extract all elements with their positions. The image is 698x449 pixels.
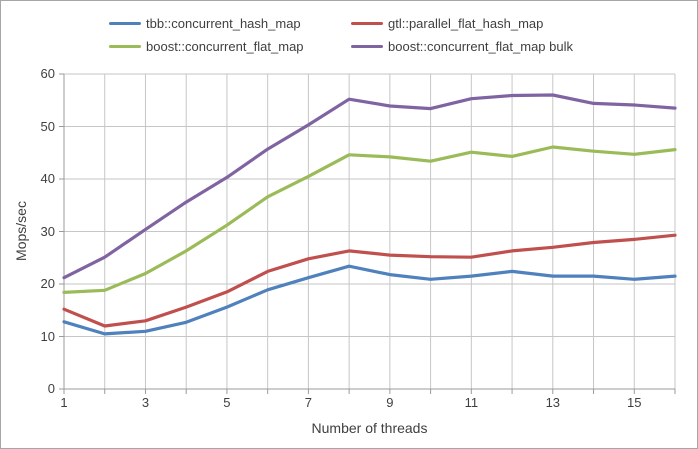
x-tick-label: 9 [386, 395, 394, 410]
x-axis-title: Number of threads [311, 420, 428, 436]
y-tick-label: 60 [40, 66, 55, 81]
x-tick-label: 3 [141, 395, 150, 410]
x-tick-label: 5 [223, 395, 231, 410]
legend-label: boost::concurrent_flat_map [146, 38, 304, 54]
x-tick-label: 7 [304, 395, 312, 410]
legend-line-swatch-icon [109, 21, 141, 25]
legend-label: boost::concurrent_flat_map bulk [388, 38, 573, 54]
legend-item: tbb::concurrent_hash_map [109, 14, 301, 32]
y-tick-label: 30 [40, 223, 55, 239]
legend-item: boost::concurrent_flat_map bulk [351, 37, 573, 55]
x-tick-label: 1 [60, 395, 68, 410]
series-line [62, 233, 677, 328]
y-axis-title: Mops/sec [13, 201, 29, 261]
y-tick-label: 20 [40, 276, 55, 291]
y-tick-label: 0 [47, 381, 55, 396]
series-line [62, 145, 677, 294]
series-line [62, 264, 677, 336]
legend-item: gtl::parallel_flat_hash_map [351, 14, 543, 32]
legend-line-swatch-icon [109, 44, 141, 48]
x-tick-label: 13 [545, 395, 561, 410]
series-line [62, 93, 677, 280]
y-tick-label: 50 [40, 118, 55, 134]
legend-label: gtl::parallel_flat_hash_map [388, 15, 544, 31]
y-tick-label: 40 [40, 171, 55, 186]
x-tick-label: 15 [627, 395, 642, 410]
plot-area [59, 73, 677, 394]
legend-item: boost::concurrent_flat_map [109, 37, 304, 55]
y-tick-label: 10 [40, 328, 55, 344]
legend-line-swatch-icon [351, 44, 383, 48]
legend-label: tbb::concurrent_hash_map [146, 15, 301, 31]
x-tick-label: 11 [464, 395, 479, 410]
legend-line-swatch-icon [351, 21, 383, 25]
